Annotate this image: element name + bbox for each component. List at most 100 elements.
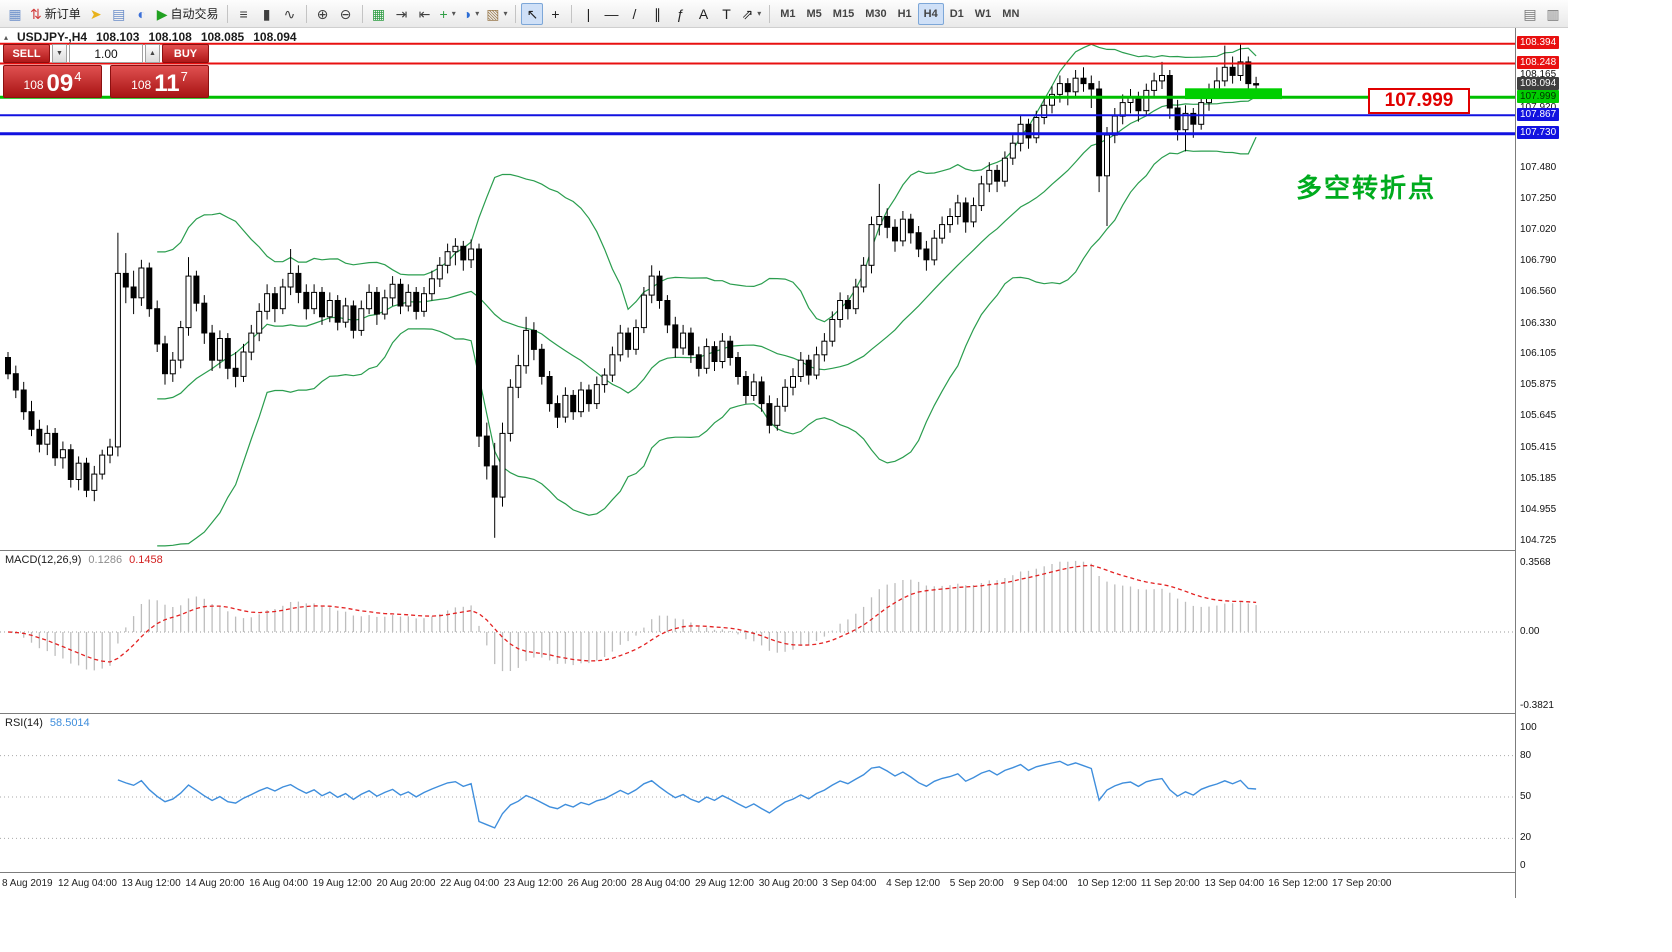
cursor-button[interactable]: ↖	[521, 2, 544, 25]
macd-scale-tick: 0.3568	[1520, 557, 1551, 568]
macd-panel-canvas[interactable]: MACD(12,26,9) 0.1286 0.1458	[0, 551, 1515, 713]
volume-increase-button[interactable]: ▲	[145, 44, 160, 63]
zoom-out-button[interactable]: ⊖	[335, 3, 357, 25]
volume-decrease-button[interactable]: ▼	[52, 44, 67, 63]
time-label: 13 Sep 04:00	[1204, 878, 1265, 889]
periods-button[interactable]: ◑ ▾	[460, 3, 482, 25]
candles-mode-icon: ▮	[262, 5, 271, 22]
layout-grid-icon: ▥	[1546, 5, 1560, 22]
zoom-in-button[interactable]: ⊕	[312, 3, 334, 25]
zoom-in-icon: ⊕	[316, 5, 329, 22]
arrows-button[interactable]: ⇗ ▾	[738, 3, 764, 25]
price-tick: 105.415	[1520, 441, 1557, 453]
time-label: 10 Sep 12:00	[1077, 878, 1137, 889]
trendline-button[interactable]: /	[623, 3, 645, 25]
price-marker: 108.394	[1517, 36, 1560, 50]
toolbar-separator	[515, 4, 517, 23]
ohlc-close: 108.094	[253, 30, 297, 44]
tf-m15-button[interactable]: M15	[832, 7, 855, 20]
sell-price-button[interactable]: 108 09 4	[3, 65, 102, 98]
autotrading-icon: ▶	[156, 5, 168, 22]
quick-trade-icon: ➤	[89, 5, 102, 22]
new-order-label: 新订单	[44, 7, 81, 21]
mt4-window: ▦ ⇅ 新订单 ➤ ▤ ◐ ▶ 自动交易 ≡ ▮ ∿ ⊕ ⊖ ▦ ⇥ ⇤ + ▾ ◑ ▾ ▧ ▾ ↖ + | — / ∥ ƒ A T ⇗ ▾ M1…	[0, 0, 1568, 898]
layout-grid-button[interactable]: ▥	[1542, 3, 1564, 25]
tile-windows-button[interactable]: ▦	[368, 3, 390, 25]
tf-d1-button[interactable]: D1	[949, 7, 964, 20]
chart-shift-button[interactable]: ⇤	[414, 3, 436, 25]
macd-label: MACD(12,26,9)	[5, 554, 82, 566]
vertical-line-button[interactable]: |	[577, 3, 599, 25]
indicators-icon: +	[439, 5, 448, 22]
main-chart-canvas[interactable]: ▴ USDJPY-,H4 108.103 108.108 108.085 108…	[0, 28, 1515, 550]
terminal-chart-button[interactable]: ▦	[4, 3, 26, 25]
rsi-value: 58.5014	[49, 717, 90, 729]
tf-h4-button[interactable]: H4	[917, 2, 944, 25]
rsi-panel-canvas[interactable]: RSI(14) 58.5014	[0, 714, 1515, 872]
price-tick: 106.560	[1520, 286, 1557, 298]
rsi-timeaxis-splitter[interactable]	[0, 872, 1568, 873]
side-panel-button[interactable]: ▤	[1519, 3, 1541, 25]
ohlc-low: 108.085	[200, 30, 245, 44]
macd-scale-tick: -0.3821	[1520, 699, 1554, 711]
buy-price-button[interactable]: 108 11 7	[110, 65, 209, 98]
volume-input[interactable]: 1.00	[69, 44, 143, 63]
templates-button[interactable]: ▧ ▾	[483, 3, 510, 25]
autotrading-label: 自动交易	[170, 7, 219, 21]
time-label: 28 Aug 04:00	[631, 878, 691, 889]
rsi-label-row: RSI(14) 58.5014	[5, 717, 90, 729]
tf-h1-button[interactable]: H1	[897, 7, 912, 20]
autotrading-button[interactable]: ▶ 自动交易	[154, 3, 222, 25]
sell-price-whole: 108	[23, 78, 44, 92]
time-label: 12 Aug 04:00	[58, 878, 117, 889]
tf-w1-button[interactable]: W1	[974, 7, 992, 20]
time-label: 16 Aug 04:00	[249, 878, 309, 889]
turning-point-note[interactable]: 多空转折点	[1296, 173, 1437, 203]
line-mode-button[interactable]: ∿	[279, 3, 301, 25]
price-tick: 104.955	[1520, 504, 1557, 515]
candles-mode-button[interactable]: ▮	[256, 3, 278, 25]
tf-m5-button[interactable]: M5	[806, 7, 822, 20]
time-label: 5 Sep 20:00	[949, 878, 1004, 889]
price-axis[interactable]: 108.165 107.920 107.480 107.250 107.020 106.7…	[1515, 28, 1568, 898]
time-label: 17 Sep 20:00	[1332, 878, 1392, 889]
main-macd-splitter[interactable]	[0, 550, 1568, 551]
price-marker: 107.867	[1517, 107, 1560, 121]
crosshair-button[interactable]: +	[544, 3, 566, 25]
text-tool-button[interactable]: A	[692, 3, 714, 25]
fibonacci-button[interactable]: ƒ	[669, 3, 691, 25]
price-tick: 105.645	[1520, 410, 1557, 422]
buy-button[interactable]: BUY	[162, 44, 209, 63]
price-tick: 106.330	[1520, 317, 1557, 329]
price-tick: 108.165	[1520, 68, 1557, 80]
bars-mode-icon: ≡	[239, 5, 248, 22]
bars-mode-button[interactable]: ≡	[233, 3, 255, 25]
quick-trade-button[interactable]: ➤	[85, 3, 107, 25]
sell-button[interactable]: SELL	[3, 44, 50, 63]
macd-rsi-splitter[interactable]	[0, 713, 1568, 714]
indicators-button[interactable]: + ▾	[437, 3, 459, 25]
tf-mn-button[interactable]: MN	[1002, 7, 1020, 20]
horizontal-line-button[interactable]: —	[600, 3, 622, 25]
tf-m1-button[interactable]: M1	[780, 7, 796, 20]
auto-scroll-button[interactable]: ⇥	[391, 3, 413, 25]
channel-button[interactable]: ∥	[646, 3, 668, 25]
time-label: 29 Aug 12:00	[695, 878, 754, 889]
macd-value-signal: 0.1458	[129, 554, 163, 566]
new-order-button[interactable]: ⇅ 新订单	[27, 3, 84, 25]
data-window-button[interactable]: ◐	[131, 3, 153, 25]
price-tick: 104.725	[1520, 535, 1557, 547]
price-marker: 107.999	[1517, 89, 1560, 103]
fibonacci-icon: ƒ	[676, 5, 685, 22]
time-axis[interactable]: 8 Aug 2019 12 Aug 04:00 13 Aug 12:00 14 Aug…	[0, 873, 1515, 897]
buy-price-whole: 108	[131, 78, 152, 92]
label-tool-button[interactable]: T	[715, 3, 737, 25]
side-panel-icon: ▤	[1523, 5, 1537, 22]
dropdown-caret-icon: ▾	[757, 9, 762, 18]
price-level-label[interactable]: 107.999	[1368, 88, 1470, 114]
tf-m30-button[interactable]: M30	[865, 7, 887, 20]
time-label: 30 Aug 20:00	[758, 878, 818, 889]
rsi-label: RSI(14)	[5, 717, 43, 729]
profiles-button[interactable]: ▤	[108, 3, 130, 25]
price-tick: 106.105	[1520, 348, 1557, 360]
